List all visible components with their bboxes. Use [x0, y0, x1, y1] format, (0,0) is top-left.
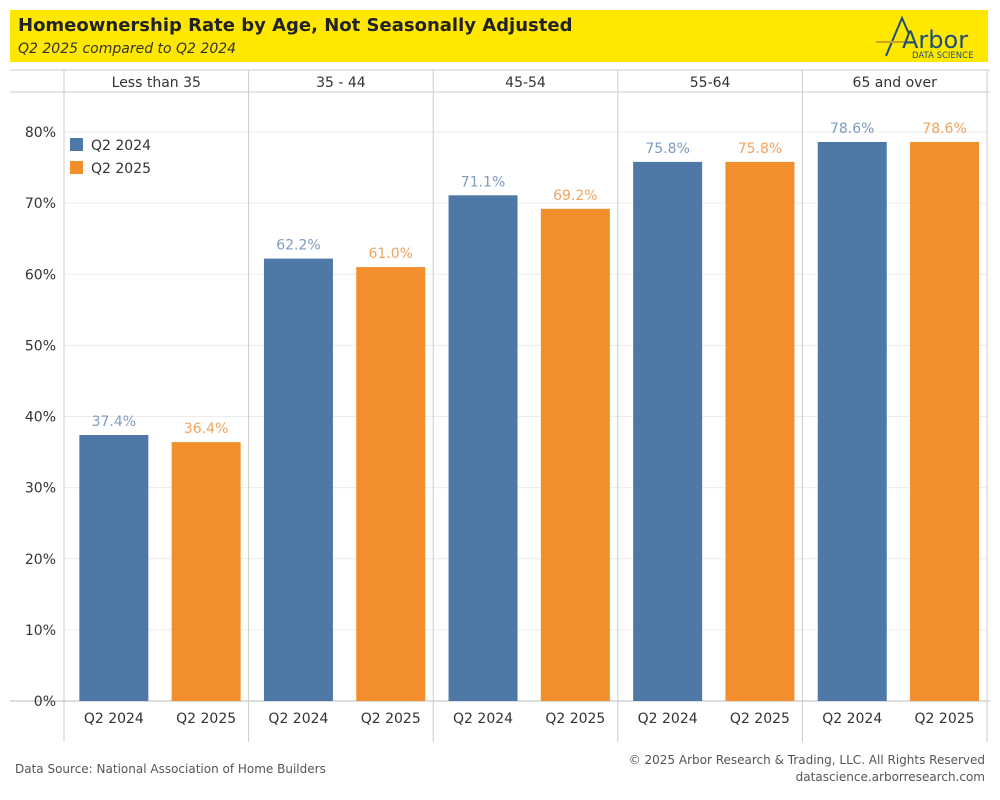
data-label: 62.2%	[276, 238, 320, 254]
legend-label: Q2 2024	[91, 138, 151, 154]
bar	[633, 161, 703, 701]
x-tick-label: Q2 2024	[638, 711, 698, 727]
bar	[263, 258, 333, 701]
x-tick-label: Q2 2025	[545, 711, 605, 727]
bar	[817, 141, 887, 701]
x-tick-label: Q2 2024	[453, 711, 513, 727]
bar	[725, 161, 795, 701]
bar	[910, 141, 980, 701]
y-tick-label: 70%	[25, 196, 56, 212]
data-label: 78.6%	[922, 121, 966, 137]
bar-chart: 0% 10% 20% 30% 40% 50% 60% 70% 80% Less than 35 35…	[10, 69, 990, 742]
x-tick-label: Q2 2025	[176, 711, 236, 727]
category-header: 45-54	[505, 75, 546, 91]
category-header: 65 and over	[853, 75, 938, 91]
arbor-logo: Arbor DATA SCIENCE	[876, 15, 973, 60]
x-tick-label: Q2 2025	[730, 711, 790, 727]
category-header: 55-64	[690, 75, 731, 91]
x-tick-label: Q2 2024	[84, 711, 144, 727]
logo-a-icon	[885, 15, 910, 57]
bar	[356, 267, 426, 701]
data-label: 75.8%	[738, 141, 782, 157]
bar	[79, 434, 149, 701]
labels: 0% 10% 20% 30% 40% 50% 60% 70% 80% Less than 35 35…	[25, 75, 975, 727]
chart-title: Homeownership Rate by Age, Not Seasonall…	[18, 15, 573, 36]
legend-swatch	[70, 138, 83, 151]
bar	[171, 442, 241, 701]
data-label: 78.6%	[830, 121, 874, 137]
data-label: 71.1%	[461, 174, 505, 190]
data-label: 37.4%	[92, 414, 136, 430]
data-label: 75.8%	[645, 141, 689, 157]
y-tick-label: 80%	[25, 125, 56, 141]
header-banner: Homeownership Rate by Age, Not Seasonall…	[10, 10, 988, 62]
category-header: Less than 35	[112, 75, 201, 91]
bars	[79, 141, 980, 701]
x-tick-label: Q2 2025	[361, 711, 421, 727]
data-label: 61.0%	[368, 246, 412, 262]
x-tick-label: Q2 2024	[268, 711, 328, 727]
copyright: © 2025 Arbor Research & Trading, LLC. Al…	[628, 753, 985, 767]
legend-swatch	[70, 161, 83, 174]
y-tick-label: 50%	[25, 338, 56, 354]
data-label: 69.2%	[553, 188, 597, 204]
x-tick-label: Q2 2025	[915, 711, 975, 727]
data-source: Data Source: National Association of Hom…	[15, 762, 326, 776]
chart-subtitle: Q2 2025 compared to Q2 2024	[18, 41, 237, 57]
bar	[540, 208, 610, 701]
y-tick-label: 10%	[25, 623, 56, 639]
y-tick-label: 0%	[34, 694, 56, 710]
legend-label: Q2 2025	[91, 161, 151, 177]
y-tick-label: 40%	[25, 410, 56, 426]
legend: Q2 2024 Q2 2025	[70, 138, 151, 177]
bar	[448, 195, 518, 701]
x-tick-label: Q2 2024	[822, 711, 882, 727]
category-header: 35 - 44	[316, 75, 366, 91]
y-tick-label: 60%	[25, 267, 56, 283]
logo-text: Arbor	[902, 26, 968, 54]
logo-subtext: DATA SCIENCE	[912, 51, 973, 60]
data-label: 36.4%	[184, 421, 228, 437]
website-link[interactable]: datascience.arborresearch.com	[795, 770, 985, 784]
y-tick-label: 20%	[25, 552, 56, 568]
y-tick-label: 30%	[25, 481, 56, 497]
